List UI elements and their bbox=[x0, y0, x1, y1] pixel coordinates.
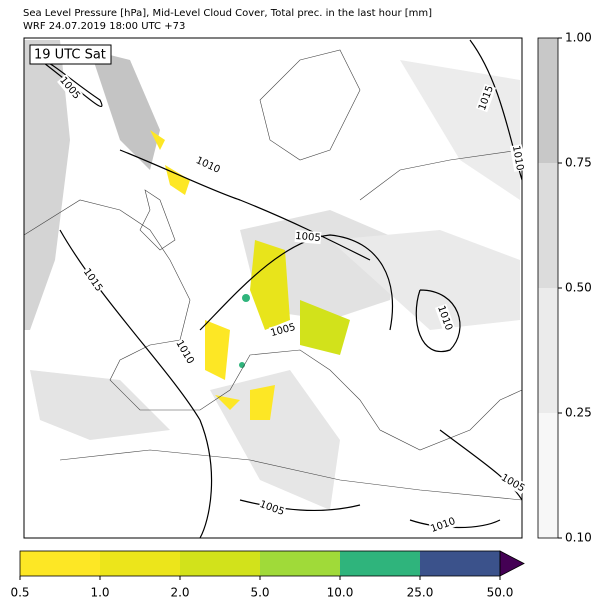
map: 19 UTC Sat bbox=[23, 37, 523, 539]
title: Sea Level Pressure [hPa], Mid-Level Clou… bbox=[23, 8, 432, 19]
isobar-label-bg bbox=[498, 471, 528, 495]
precip-level bbox=[180, 551, 260, 576]
isobar-label: 1005 bbox=[295, 231, 321, 244]
cloud-level bbox=[538, 38, 558, 163]
cloud-level bbox=[538, 163, 558, 288]
cloud-level bbox=[538, 413, 558, 538]
precip-tick-label: 25.0 bbox=[407, 586, 434, 600]
isobar-label: 1010 bbox=[510, 145, 525, 172]
cloud-tick-label: 1.00 bbox=[565, 31, 592, 45]
precip-tick-label: 50.0 bbox=[487, 586, 514, 600]
precip-tick-label: 5.0 bbox=[250, 586, 269, 600]
isobar-label-bg bbox=[428, 514, 458, 536]
cloud-cover bbox=[24, 40, 520, 510]
precip-core bbox=[242, 294, 250, 302]
isobar-label-bg bbox=[57, 74, 83, 102]
cloud-tick-label: 0.50 bbox=[565, 281, 592, 295]
map-frame bbox=[23, 37, 523, 539]
isobar-label-bg bbox=[509, 144, 527, 172]
precip-tick-label: 0.5 bbox=[10, 586, 29, 600]
isobar-label-bg bbox=[257, 497, 287, 519]
precip-tick-label: 10.0 bbox=[327, 586, 354, 600]
cloud-tick-label: 0.75 bbox=[565, 156, 592, 170]
cloud-tick-label: 0.10 bbox=[565, 531, 592, 545]
isobar-label-bg bbox=[193, 154, 223, 176]
isobar-label-bg bbox=[80, 265, 106, 295]
isobar-label-bg bbox=[268, 320, 298, 340]
precip-level bbox=[420, 551, 500, 576]
precip-level bbox=[100, 551, 180, 576]
isobar-label-bg bbox=[294, 229, 322, 245]
precip-level bbox=[260, 551, 340, 576]
precip-level bbox=[340, 551, 420, 576]
precip-extend bbox=[499, 550, 525, 577]
time-label: 19 UTC Sat bbox=[34, 48, 106, 63]
precipitation bbox=[150, 130, 350, 420]
precip-tick-label: 1.0 bbox=[90, 586, 109, 600]
time-box bbox=[29, 44, 112, 65]
coastlines bbox=[23, 49, 523, 501]
isobar-label-bg bbox=[434, 303, 456, 333]
isobar-label-bg bbox=[475, 83, 497, 113]
cloud-level bbox=[538, 288, 558, 413]
subtitle: WRF 24.07.2019 18:00 UTC +73 bbox=[23, 21, 185, 32]
isobar-label-bg bbox=[173, 337, 197, 367]
cloud-tick-label: 0.25 bbox=[565, 406, 592, 420]
precip-tick-label: 2.0 bbox=[170, 586, 189, 600]
precip-level bbox=[20, 551, 100, 576]
